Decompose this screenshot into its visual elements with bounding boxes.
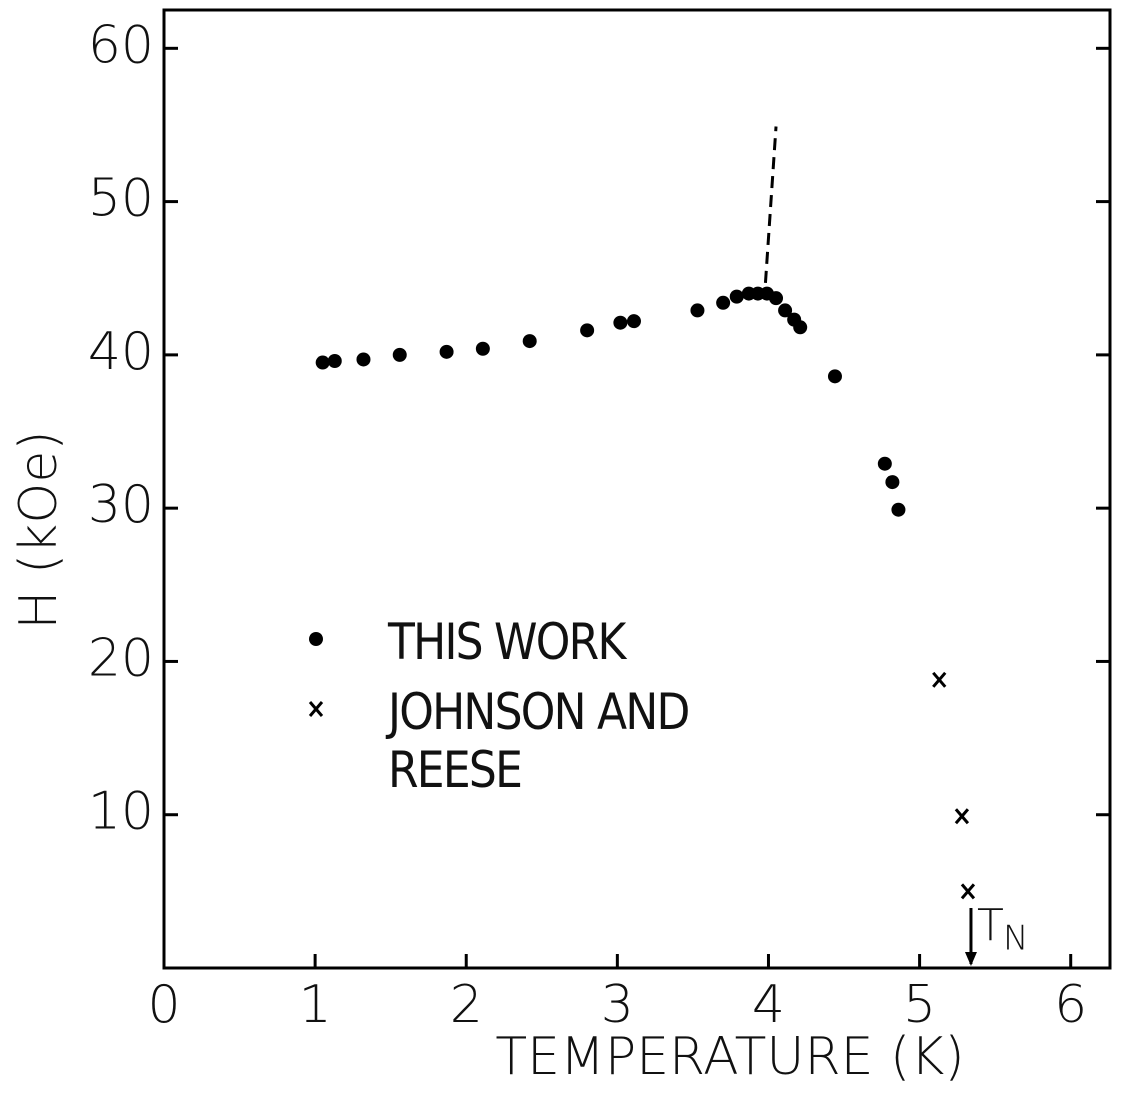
- data-point: [778, 303, 793, 318]
- data-point: [392, 347, 407, 362]
- data-point: [932, 671, 947, 688]
- x-tick-label: 6: [1054, 975, 1087, 1035]
- data-point: [827, 369, 842, 384]
- x-stroke: [960, 883, 976, 900]
- x-tick-label: 5: [903, 975, 936, 1035]
- data-point: [522, 334, 537, 349]
- data-point: [327, 354, 342, 369]
- y-tick-label: 50: [88, 169, 154, 229]
- arrow-head: [964, 952, 977, 966]
- data-point: [315, 355, 330, 370]
- y-tick-label: 20: [88, 628, 154, 688]
- x-tick-label: 4: [752, 975, 785, 1035]
- data-point: [580, 323, 595, 338]
- x-tick-label: 1: [299, 975, 332, 1035]
- data-point: [626, 314, 641, 329]
- y-axis-title: H (kOe): [9, 430, 69, 629]
- legend-marker: [308, 701, 324, 717]
- data-point: [356, 352, 371, 367]
- x-axis-title: TEMPERATURE (K): [495, 1027, 964, 1087]
- data-point: [954, 808, 970, 825]
- data-point: [475, 341, 490, 356]
- x-stroke: [954, 808, 970, 825]
- data-point: [690, 303, 705, 318]
- data-point: [891, 502, 906, 517]
- x-tick-label: 2: [450, 975, 483, 1035]
- y-tick-label: 10: [88, 782, 154, 842]
- x-stroke: [932, 671, 947, 688]
- data-point: [769, 291, 784, 306]
- y-tick-label: 40: [88, 322, 154, 382]
- x-stroke: [308, 701, 324, 717]
- x-tick-label: 3: [601, 975, 634, 1035]
- data-point: [613, 315, 628, 330]
- data-point: [729, 289, 744, 304]
- data-point: [793, 320, 808, 335]
- legend-label: THIS WORK: [388, 613, 626, 671]
- y-tick-label: 30: [88, 475, 154, 535]
- annotation-text: T: [977, 900, 1004, 951]
- legend-marker: [309, 632, 323, 646]
- annotation-subscript: N: [1003, 919, 1028, 959]
- data-point: [439, 344, 454, 359]
- data-point: [877, 456, 892, 471]
- data-point: [885, 475, 900, 490]
- x-tick-label: 0: [147, 975, 180, 1035]
- dashed-line: [763, 126, 778, 283]
- data-point: [716, 295, 731, 310]
- plot-frame: [162, 8, 1112, 970]
- y-tick-label: 60: [88, 15, 154, 75]
- data-point: [960, 883, 976, 900]
- legend-label: JOHNSON AND REESE: [388, 683, 690, 799]
